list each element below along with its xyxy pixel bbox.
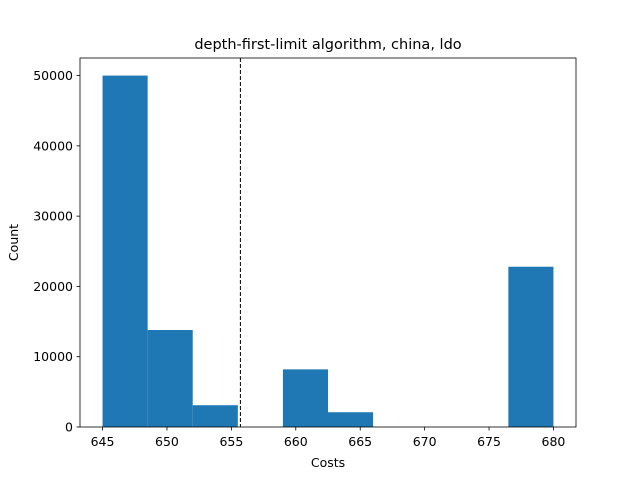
x-tick-label-675: 675	[477, 434, 501, 449]
x-axis-label: Costs	[311, 455, 345, 470]
x-tick-label-650: 650	[155, 434, 179, 449]
histogram-bar-1	[147, 330, 193, 427]
y-tick-label-10000: 10000	[33, 349, 73, 364]
y-tick-label-50000: 50000	[33, 68, 73, 83]
histogram-bar-2	[192, 405, 238, 427]
y-axis-label: Count	[6, 224, 21, 261]
x-axis-ticks: 645 650 655 660 665 670 675 680	[91, 427, 566, 449]
histogram-bar-4	[282, 369, 328, 427]
y-tick-label-30000: 30000	[33, 209, 73, 224]
y-tick-label-20000: 20000	[33, 279, 73, 294]
plot-frame	[79, 57, 577, 428]
y-tick-label-0: 0	[65, 420, 73, 435]
histogram-bar-5	[328, 412, 374, 427]
x-tick-label-665: 665	[348, 434, 372, 449]
x-tick-label-660: 660	[284, 434, 308, 449]
y-axis-ticks: 0 10000 20000 30000 40000 50000	[33, 68, 80, 435]
x-tick-label-645: 645	[91, 434, 115, 449]
histogram-bar-9	[508, 266, 554, 427]
x-tick-label-680: 680	[542, 434, 566, 449]
bars-group	[102, 75, 554, 427]
y-tick-label-40000: 40000	[33, 138, 73, 153]
x-tick-label-655: 655	[219, 434, 243, 449]
histogram-bar-0	[102, 75, 148, 427]
x-tick-label-670: 670	[413, 434, 437, 449]
chart-title: depth-first-limit algorithm, china, ldo	[194, 37, 461, 53]
